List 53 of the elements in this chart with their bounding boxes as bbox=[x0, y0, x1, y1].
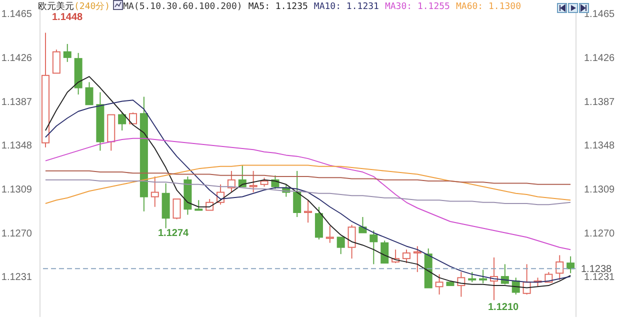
candlestick bbox=[358, 216, 367, 234]
candlestick bbox=[336, 236, 345, 255]
y-tick-label: 1.1426 bbox=[1, 52, 32, 64]
candlestick bbox=[326, 225, 334, 244]
y2-tick-label: 1.1348 bbox=[584, 140, 616, 152]
candlestick bbox=[348, 224, 356, 260]
candlestick bbox=[468, 272, 476, 283]
candlestick bbox=[249, 170, 258, 193]
y-tick-label: 1.1309 bbox=[1, 184, 32, 196]
y2-tick-label: 1.1309 bbox=[584, 184, 616, 196]
chart-subtitle: (240分) bbox=[74, 2, 110, 12]
text: MA10: 1.1231 bbox=[314, 2, 379, 12]
candlestick bbox=[479, 269, 488, 284]
y-tick-label: 1.1387 bbox=[1, 96, 32, 108]
candlestick bbox=[172, 198, 181, 220]
candlestick bbox=[457, 272, 466, 298]
candlestick bbox=[85, 82, 94, 106]
annotation: 1.1448 bbox=[52, 12, 83, 23]
text: MA30: 1.1255 bbox=[384, 2, 450, 12]
y2-tick-label: 1.1426 bbox=[584, 52, 616, 64]
line-series bbox=[44, 138, 572, 250]
candlestick bbox=[304, 200, 312, 224]
y-tick-label: 1.1270 bbox=[1, 228, 32, 240]
candlestick bbox=[227, 170, 236, 193]
candlestick bbox=[435, 274, 444, 296]
candlestick bbox=[402, 249, 410, 264]
y-tick-label: 1.1465 bbox=[1, 9, 32, 20]
annotation: 1.1274 bbox=[158, 228, 189, 239]
candlestick bbox=[314, 206, 323, 240]
y2-tick-label: 1.1387 bbox=[584, 96, 616, 108]
y2-tick-label: 1.1270 bbox=[584, 228, 616, 240]
candlestick bbox=[556, 254, 564, 280]
candlestick bbox=[370, 230, 378, 265]
candlestick bbox=[129, 112, 138, 124]
text: MA60: 1.1300 bbox=[456, 2, 522, 12]
candlestick bbox=[380, 240, 389, 264]
candlestick bbox=[63, 43, 72, 62]
y2-tick-label: 1.1231 bbox=[584, 272, 616, 284]
candlestick bbox=[52, 49, 60, 74]
candlestick bbox=[293, 170, 302, 218]
annotation: 1.1210 bbox=[488, 302, 519, 313]
candlestick bbox=[118, 112, 126, 131]
text: MA5: 1.1235 bbox=[248, 2, 308, 12]
annotation: MA(5.10.30.60.100.200) bbox=[123, 2, 242, 12]
candlestick bbox=[194, 200, 203, 211]
candlestick bbox=[566, 256, 575, 274]
y-tick-label: 1.1231 bbox=[1, 272, 32, 284]
line-series bbox=[44, 170, 572, 185]
chart-title: 欧元美元 bbox=[38, 2, 74, 12]
y-tick-label: 1.1348 bbox=[1, 140, 32, 152]
candlestick bbox=[150, 176, 159, 208]
candlestick bbox=[413, 246, 422, 273]
line-series bbox=[44, 164, 572, 204]
